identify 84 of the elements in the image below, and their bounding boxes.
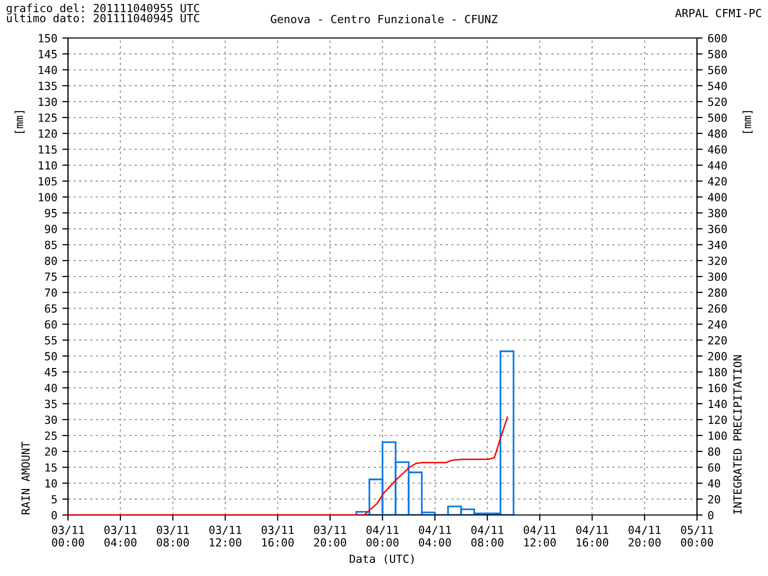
y-tick-label: 15 <box>46 463 57 472</box>
y-axis-title: RAIN AMOUNT <box>21 442 30 514</box>
y2-tick-label: 320 <box>708 256 727 266</box>
x-tick-label: 04/11 12:00 <box>524 526 556 547</box>
x-tick-label: 04/11 20:00 <box>628 526 661 547</box>
x-tick-label: 05/11 00:00 <box>681 526 714 547</box>
x-tick-label: 03/11 12:00 <box>209 526 242 547</box>
y2-tick-label: 540 <box>708 82 727 90</box>
y-tick-label: 90 <box>44 224 57 234</box>
y-tick-label: 85 <box>44 240 57 250</box>
text: [mm] <box>14 111 25 133</box>
text: grafico del: 201111040955 UTC ultimo dato: 201111040945 UTC <box>6 4 200 22</box>
y-tick-label: 75 <box>44 272 57 281</box>
y-tick-label: 5 <box>52 495 57 504</box>
y2-tick-label: 180 <box>708 368 727 376</box>
y-tick-label: 0 <box>52 511 57 520</box>
y-tick-label: 30 <box>44 416 57 424</box>
y2-tick-label: 100 <box>708 432 727 440</box>
y-tick-label: 60 <box>44 320 57 329</box>
y-tick-label: 50 <box>44 352 57 360</box>
x-axis-title: Data (UTC) <box>350 554 414 564</box>
text: ARPAL CFMI-PC <box>675 8 762 18</box>
y-tick-label: 100 <box>38 193 57 202</box>
y-tick-label: 20 <box>45 447 57 456</box>
x-tick-label: 03/11 20:00 <box>314 526 346 547</box>
y-tick-label: 65 <box>44 304 57 313</box>
x-tick-label: 03/11 16:00 <box>262 526 294 547</box>
x-tick-label: 04/11 08:00 <box>471 526 504 547</box>
y-tick-label: 140 <box>38 66 57 74</box>
y2-tick-label: 220 <box>708 336 727 345</box>
y2-tick-label: 520 <box>708 98 727 106</box>
y2-tick-label: 80 <box>708 447 720 456</box>
y2-tick-label: 200 <box>708 352 727 360</box>
y2-tick-label: 580 <box>708 50 727 58</box>
y-tick-label: 35 <box>44 400 57 408</box>
y2-tick-label: 480 <box>708 129 727 138</box>
line-series <box>68 416 508 515</box>
text: [mm] <box>742 111 753 133</box>
y-tick-label: 150 <box>38 34 57 42</box>
y2-tick-label: 560 <box>708 66 727 74</box>
y2-tick-label: 460 <box>708 145 727 154</box>
y2-tick-label: 0 <box>708 511 714 520</box>
y2-tick-label: 400 <box>708 193 727 202</box>
x-tick-label: 04/11 04:00 <box>418 526 451 547</box>
y2-tick-label: 340 <box>708 240 727 250</box>
y-tick-label: 120 <box>38 129 57 138</box>
y2-tick-label: 240 <box>708 320 727 329</box>
y-tick-label: 110 <box>38 161 57 170</box>
y2-tick-label: 20 <box>708 495 720 504</box>
y2-tick-label: 280 <box>708 288 727 297</box>
y-tick-label: 10 <box>46 479 57 488</box>
x-tick-label: 03/11 04:00 <box>104 526 136 547</box>
y-tick-label: 95 <box>44 208 57 218</box>
y2-tick-label: 260 <box>708 304 727 313</box>
y2-tick-label: 140 <box>708 400 727 408</box>
x-tick-label: 04/11 16:00 <box>576 526 608 547</box>
x-tick-label: 04/11 00:00 <box>366 526 399 547</box>
y-tick-label: 145 <box>38 50 57 58</box>
y-tick-label: 40 <box>44 384 57 392</box>
y-tick-label: 70 <box>44 288 57 297</box>
y2-tick-label: 500 <box>708 114 727 122</box>
y2-tick-label: 440 <box>708 161 727 170</box>
y-tick-label: 45 <box>44 368 57 376</box>
y-tick-label: 135 <box>38 82 57 90</box>
y-tick-label: 80 <box>44 256 57 266</box>
chart-title: Genova - Centro Funzionale - CFUNZ <box>270 14 498 24</box>
y2-tick-label: 600 <box>708 34 727 42</box>
y2-tick-label: 60 <box>708 463 720 472</box>
y2-tick-label: 40 <box>708 479 720 488</box>
y-tick-label: 55 <box>44 336 57 345</box>
y2-tick-label: 420 <box>708 177 727 186</box>
y2-tick-label: 360 <box>708 224 727 234</box>
y-tick-label: 105 <box>38 177 57 186</box>
y2-tick-label: 300 <box>708 272 727 281</box>
y-tick-label: 130 <box>38 98 57 106</box>
y-tick-label: 125 <box>38 114 57 122</box>
y2-tick-label: 160 <box>708 384 727 392</box>
y-tick-label: 115 <box>38 145 57 154</box>
y2-axis-title: INTEGRATED PRECIPITATION <box>733 355 742 514</box>
x-tick-label: 03/11 00:00 <box>52 526 84 547</box>
y-tick-label: 25 <box>45 432 57 440</box>
y2-tick-label: 120 <box>708 416 727 424</box>
y2-tick-label: 380 <box>708 208 727 218</box>
x-tick-label: 03/11 08:00 <box>156 526 189 547</box>
